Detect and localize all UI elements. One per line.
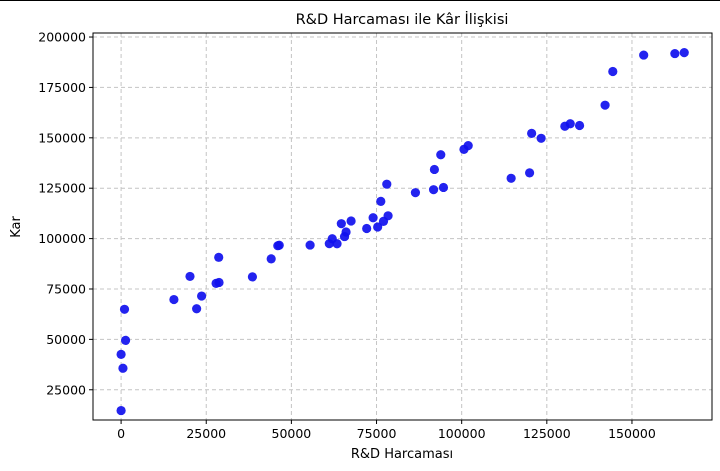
data-point [214, 252, 224, 262]
data-point [119, 304, 130, 314]
data-point [524, 168, 535, 178]
data-point [436, 150, 446, 160]
data-point [362, 223, 372, 234]
data-point [273, 241, 283, 251]
data-point [600, 100, 610, 110]
data-points [116, 48, 689, 416]
x-tick-label: 50000 [272, 426, 312, 441]
data-point [506, 173, 516, 183]
data-point [266, 254, 276, 264]
x-tick-label: 25000 [186, 426, 226, 441]
y-tick-label: 125000 [38, 181, 86, 196]
data-point [324, 239, 334, 249]
data-point [536, 133, 546, 143]
data-point [368, 213, 378, 223]
data-point [116, 349, 126, 359]
data-point [378, 216, 389, 226]
data-point [346, 216, 356, 226]
y-axis-label: Kar [9, 216, 24, 238]
x-axis-label: R&D Harcaması [351, 447, 453, 462]
data-point [376, 196, 386, 206]
y-tick-label: 200000 [38, 30, 86, 45]
data-point [527, 128, 537, 138]
data-point [211, 278, 221, 288]
window-top-border [0, 0, 720, 1]
x-tick-label: 100000 [438, 426, 486, 441]
axis-ticks: 0 25000 50000 75000 100000 125000 150000 25000 5… [38, 30, 656, 441]
data-point [670, 48, 680, 59]
data-point [118, 363, 128, 373]
x-tick-label: 150000 [608, 426, 656, 441]
y-tick-label: 75000 [46, 281, 86, 296]
data-point [336, 219, 346, 229]
data-point [339, 231, 350, 242]
data-point [679, 48, 689, 58]
data-point [247, 272, 258, 282]
x-tick-label: 125000 [523, 426, 571, 441]
data-point [428, 185, 439, 195]
data-point [574, 120, 585, 131]
data-point [332, 239, 342, 249]
data-point [410, 188, 421, 198]
y-tick-label: 50000 [46, 332, 86, 347]
data-point [438, 182, 449, 193]
data-point [169, 294, 179, 305]
plot-frame [92, 32, 713, 421]
data-point [639, 50, 649, 60]
data-point [197, 291, 207, 301]
x-tick-label: 0 [117, 426, 125, 441]
chart-title: R&D Harcaması ile Kâr İlişkisi [296, 10, 509, 28]
data-point [305, 240, 315, 250]
y-tick-label: 100000 [38, 231, 86, 246]
data-point [459, 144, 469, 154]
x-tick-label: 75000 [357, 426, 397, 441]
data-point [560, 121, 570, 131]
y-tick-label: 150000 [38, 130, 86, 145]
data-point [429, 164, 440, 175]
y-tick-label: 25000 [46, 382, 86, 397]
data-point [192, 304, 202, 314]
data-point [373, 222, 383, 232]
y-tick-label: 175000 [38, 80, 86, 95]
data-point [116, 405, 126, 416]
data-point [120, 335, 131, 346]
data-point [608, 66, 618, 77]
grid-layer [93, 33, 712, 420]
data-point [382, 179, 392, 189]
data-point [185, 271, 195, 282]
